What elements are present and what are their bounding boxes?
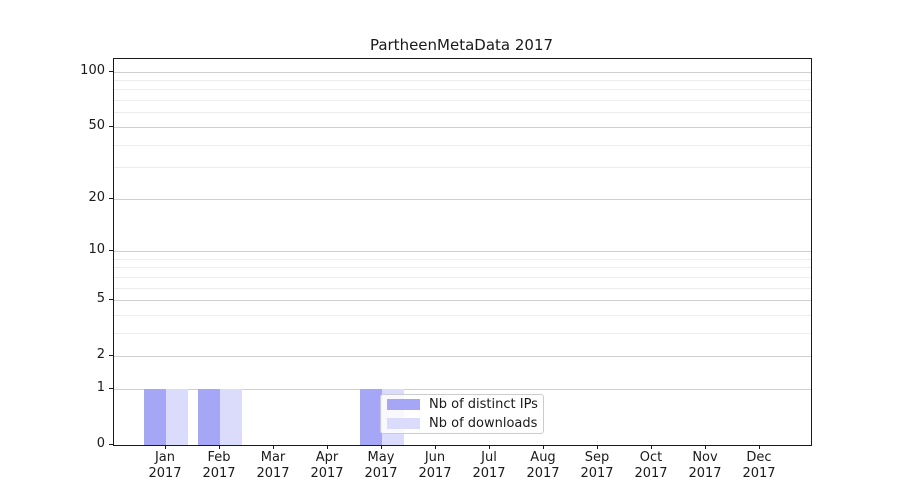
x-tick-label-month: Sep — [584, 450, 610, 465]
x-tick-label-month: Feb — [207, 450, 231, 465]
x-tick-mark — [705, 445, 706, 449]
gridline-major — [114, 126, 811, 128]
x-tick-mark — [759, 445, 760, 449]
bar — [220, 388, 242, 445]
gridline-minor — [114, 332, 811, 334]
x-tick-label-year: 2017 — [148, 466, 182, 481]
legend: Nb of distinct IPs Nb of downloads — [380, 394, 544, 434]
x-tick-label-year: 2017 — [634, 466, 668, 481]
x-tick-label-month: Apr — [315, 450, 339, 465]
x-tick-label-month: Dec — [746, 450, 772, 465]
gridline-minor — [114, 167, 811, 169]
x-tick-label-month: Oct — [639, 450, 663, 465]
x-tick-label-year: 2017 — [364, 466, 398, 481]
gridline-minor — [114, 258, 811, 260]
x-tick-label-year: 2017 — [742, 466, 776, 481]
x-tick-mark — [435, 445, 436, 449]
y-tick-label: 5 — [96, 291, 105, 306]
x-tick-label-year: 2017 — [580, 466, 614, 481]
legend-swatch-downloads — [387, 418, 420, 429]
bar — [144, 388, 166, 445]
x-tick-label-year: 2017 — [202, 466, 236, 481]
x-tick-label-year: 2017 — [310, 466, 344, 481]
x-tick-label-year: 2017 — [526, 466, 560, 481]
y-tick-mark — [109, 125, 113, 127]
y-tick-mark — [109, 387, 113, 389]
y-tick-mark — [109, 355, 113, 357]
x-tick-label-month: May — [367, 450, 395, 465]
x-tick-mark — [597, 445, 598, 449]
y-tick-label: 10 — [88, 242, 105, 257]
x-tick-mark — [219, 445, 220, 449]
y-tick-mark — [109, 70, 113, 72]
y-tick-mark — [109, 197, 113, 199]
y-tick-label: 0 — [96, 436, 105, 451]
bar — [166, 388, 188, 445]
x-tick-label-month: Aug — [530, 450, 556, 465]
gridline-minor — [114, 112, 811, 114]
bar — [198, 388, 220, 445]
gridline-minor — [114, 276, 811, 278]
legend-item: Nb of distinct IPs — [387, 397, 538, 412]
gridline-minor — [114, 287, 811, 289]
legend-swatch-distinct-ips — [387, 399, 420, 410]
x-tick-label-month: Jul — [481, 450, 497, 465]
gridline-major — [114, 198, 811, 200]
gridline-major — [114, 356, 811, 358]
legend-label: Nb of distinct IPs — [429, 397, 538, 412]
x-tick-label-year: 2017 — [688, 466, 722, 481]
x-tick-label-month: Jan — [154, 450, 176, 465]
gridline-minor — [114, 80, 811, 81]
gridline-minor — [114, 144, 811, 146]
gridline-major — [114, 71, 811, 73]
y-tick-label: 1 — [96, 379, 105, 395]
gridline-major — [114, 388, 811, 390]
plot-area: Nb of distinct IPs Nb of downloads — [113, 58, 812, 446]
x-tick-mark — [381, 445, 382, 449]
x-tick-label-month: Mar — [260, 450, 286, 465]
bar — [360, 388, 382, 445]
x-tick-label-year: 2017 — [256, 466, 290, 481]
x-tick-mark — [489, 445, 490, 449]
gridline-major — [114, 300, 811, 301]
legend-item: Nb of downloads — [387, 416, 537, 431]
x-tick-label-month: Nov — [692, 450, 718, 465]
x-tick-label-month: Jun — [424, 450, 446, 465]
x-tick-mark — [273, 445, 274, 449]
y-tick-mark — [109, 250, 113, 251]
y-tick-label: 50 — [88, 117, 105, 133]
y-tick-label: 2 — [96, 347, 105, 363]
gridline-minor — [114, 314, 811, 316]
x-tick-label-year: 2017 — [418, 466, 452, 481]
gridline-minor — [114, 267, 811, 269]
x-tick-mark — [543, 445, 544, 449]
legend-label: Nb of downloads — [429, 416, 538, 431]
y-tick-mark — [109, 444, 113, 445]
chart-title: PartheenMetaData 2017 — [369, 36, 554, 54]
x-tick-label-year: 2017 — [472, 466, 506, 481]
x-tick-mark — [651, 445, 652, 449]
gridline-major — [114, 251, 811, 252]
y-tick-label: 100 — [80, 62, 105, 78]
gridline-minor — [114, 89, 811, 91]
x-tick-mark — [165, 445, 166, 449]
y-tick-label: 20 — [88, 189, 105, 205]
gridline-minor — [114, 100, 811, 102]
y-tick-mark — [109, 299, 113, 300]
x-tick-mark — [327, 445, 328, 449]
